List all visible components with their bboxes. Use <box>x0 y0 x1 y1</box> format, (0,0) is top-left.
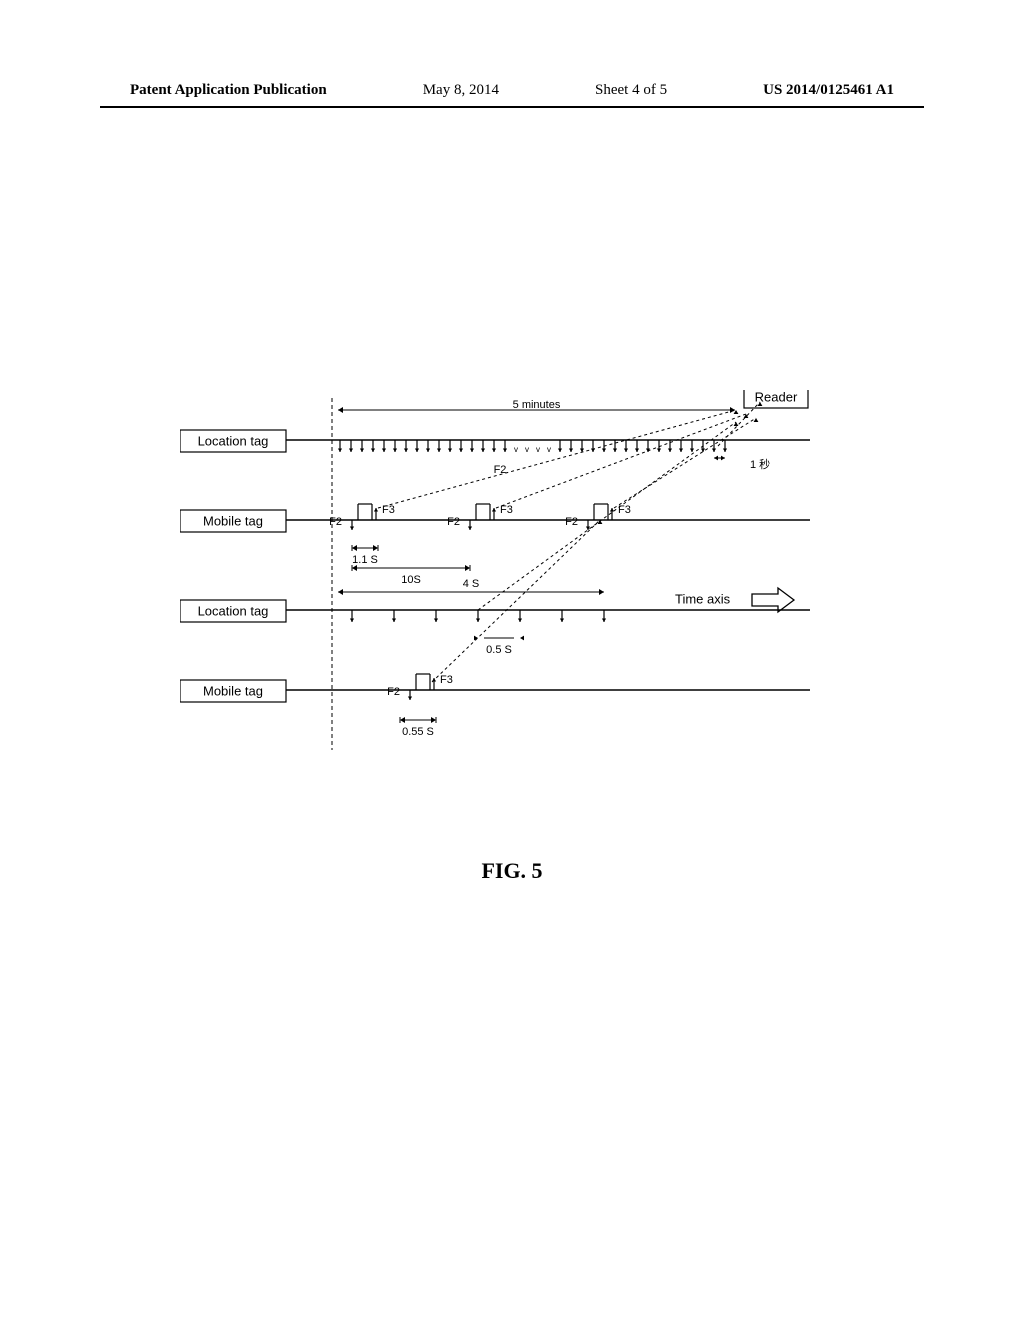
page-header: Patent Application Publication May 8, 20… <box>0 82 1024 99</box>
svg-text:F3: F3 <box>618 504 631 516</box>
publication-date: May 8, 2014 <box>423 82 499 99</box>
svg-text:1.1 S: 1.1 S <box>352 554 378 566</box>
svg-text:F3: F3 <box>440 674 453 686</box>
publication-label: Patent Application Publication <box>130 82 327 99</box>
svg-text:Location tag: Location tag <box>198 603 269 618</box>
svg-text:v: v <box>514 445 518 454</box>
svg-text:Reader: Reader <box>755 390 798 404</box>
svg-text:F2: F2 <box>387 686 400 698</box>
svg-text:F2: F2 <box>329 516 342 528</box>
svg-text:Time axis: Time axis <box>675 591 731 606</box>
svg-text:0.55 S: 0.55 S <box>402 726 434 738</box>
svg-text:10S: 10S <box>401 574 421 586</box>
svg-text:v: v <box>547 445 551 454</box>
svg-text:v: v <box>536 445 540 454</box>
svg-text:F3: F3 <box>382 504 395 516</box>
svg-text:v: v <box>525 445 529 454</box>
timing-diagram: Reader Location tag Mobile tag Location tag… <box>180 390 840 810</box>
svg-text:Mobile tag: Mobile tag <box>203 683 263 698</box>
svg-text:Mobile tag: Mobile tag <box>203 513 263 528</box>
application-number: US 2014/0125461 A1 <box>763 82 894 99</box>
svg-text:1 秒: 1 秒 <box>750 457 770 471</box>
svg-text:5 minutes: 5 minutes <box>513 399 561 411</box>
svg-text:F2: F2 <box>447 516 460 528</box>
svg-text:F2: F2 <box>565 516 578 528</box>
sheet-number: Sheet 4 of 5 <box>595 82 667 99</box>
timing-diagram-svg: Reader Location tag Mobile tag Location tag… <box>180 390 840 810</box>
svg-text:4 S: 4 S <box>463 578 480 590</box>
svg-text:Location tag: Location tag <box>198 433 269 448</box>
svg-text:0.5 S: 0.5 S <box>486 644 512 656</box>
figure-caption: FIG. 5 <box>0 858 1024 884</box>
header-divider <box>100 106 924 108</box>
